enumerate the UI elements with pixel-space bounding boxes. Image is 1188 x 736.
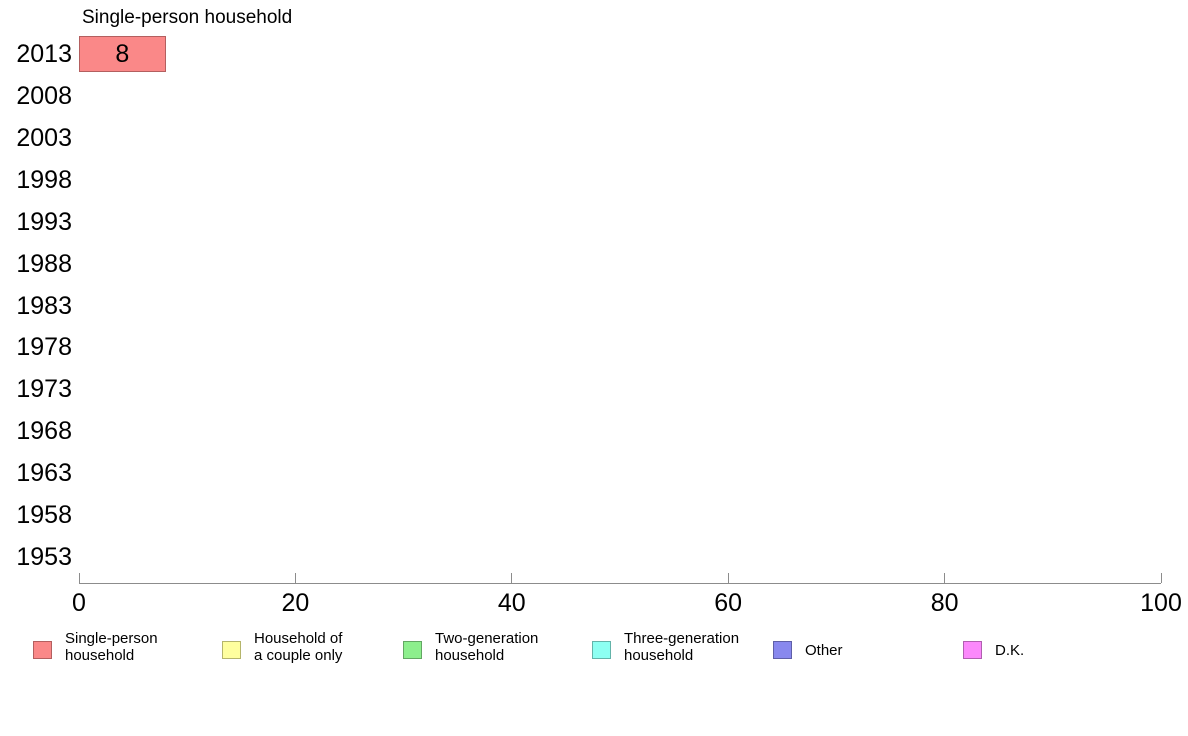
x-axis-tick: [944, 573, 946, 583]
x-axis-tick: [1160, 573, 1162, 583]
y-axis-label: 1993: [16, 207, 72, 236]
y-axis-label: 2003: [16, 123, 72, 152]
x-axis-tick-label: 60: [714, 589, 743, 617]
x-axis-line: [79, 583, 1161, 584]
legend-item-label: Single-person household: [65, 630, 158, 664]
chart-title: Single-person household: [82, 7, 293, 28]
x-axis-tick: [78, 573, 80, 583]
x-axis-tick: [727, 573, 729, 583]
legend-label-line: household: [624, 647, 694, 664]
y-axis-label: 2013: [16, 40, 72, 68]
y-axis-label: 2008: [16, 81, 72, 110]
y-axis-label: 1988: [16, 249, 72, 278]
legend-item-label: D.K.: [995, 642, 1024, 659]
x-axis-tick-label: 0: [72, 589, 86, 617]
legend-label-line: household: [435, 647, 505, 664]
y-axis-label: 1958: [16, 501, 72, 530]
legend-label-line: Single-person: [65, 630, 158, 647]
x-axis-tick-label: 40: [497, 589, 526, 617]
y-axis-label: 1973: [16, 375, 72, 404]
x-axis-tick: [511, 573, 513, 583]
legend-color-swatch: [33, 641, 52, 659]
legend-label-line: Two-generation: [435, 630, 539, 647]
bar-value-label: 8: [115, 39, 130, 68]
legend-label-line: D.K.: [995, 642, 1025, 659]
y-axis-label: 1998: [16, 165, 72, 194]
x-axis-tick: [294, 573, 296, 583]
legend-label-line: Household of: [254, 630, 343, 647]
y-axis-label: 1968: [16, 417, 72, 446]
y-axis-label: 1983: [16, 291, 72, 320]
legend-label-line: Other: [805, 642, 843, 659]
x-axis-tick-label: 20: [281, 589, 310, 617]
legend-item-label: Two-generation household: [435, 630, 538, 664]
legend-color-swatch: [403, 641, 422, 659]
legend-color-swatch: [592, 641, 611, 659]
legend-item-label: Household of a couple only: [254, 630, 342, 664]
y-axis-label: 1978: [16, 333, 72, 362]
legend-color-swatch: [222, 641, 241, 659]
legend-color-swatch: [963, 641, 982, 659]
legend-item-label: Other: [805, 642, 843, 659]
legend-label-line: Three-generation: [624, 630, 740, 647]
x-axis-tick-label: 80: [930, 589, 959, 617]
bar-2013: 8: [79, 36, 166, 72]
y-axis-label: 1953: [16, 543, 72, 572]
y-axis-label: 1963: [16, 459, 72, 488]
legend-label-line: a couple only: [254, 647, 343, 664]
legend-color-swatch: [773, 641, 792, 659]
x-axis-tick-label: 100: [1140, 589, 1182, 617]
legend-label-line: household: [65, 647, 135, 664]
legend-item-label: Three-generation household: [624, 630, 739, 664]
